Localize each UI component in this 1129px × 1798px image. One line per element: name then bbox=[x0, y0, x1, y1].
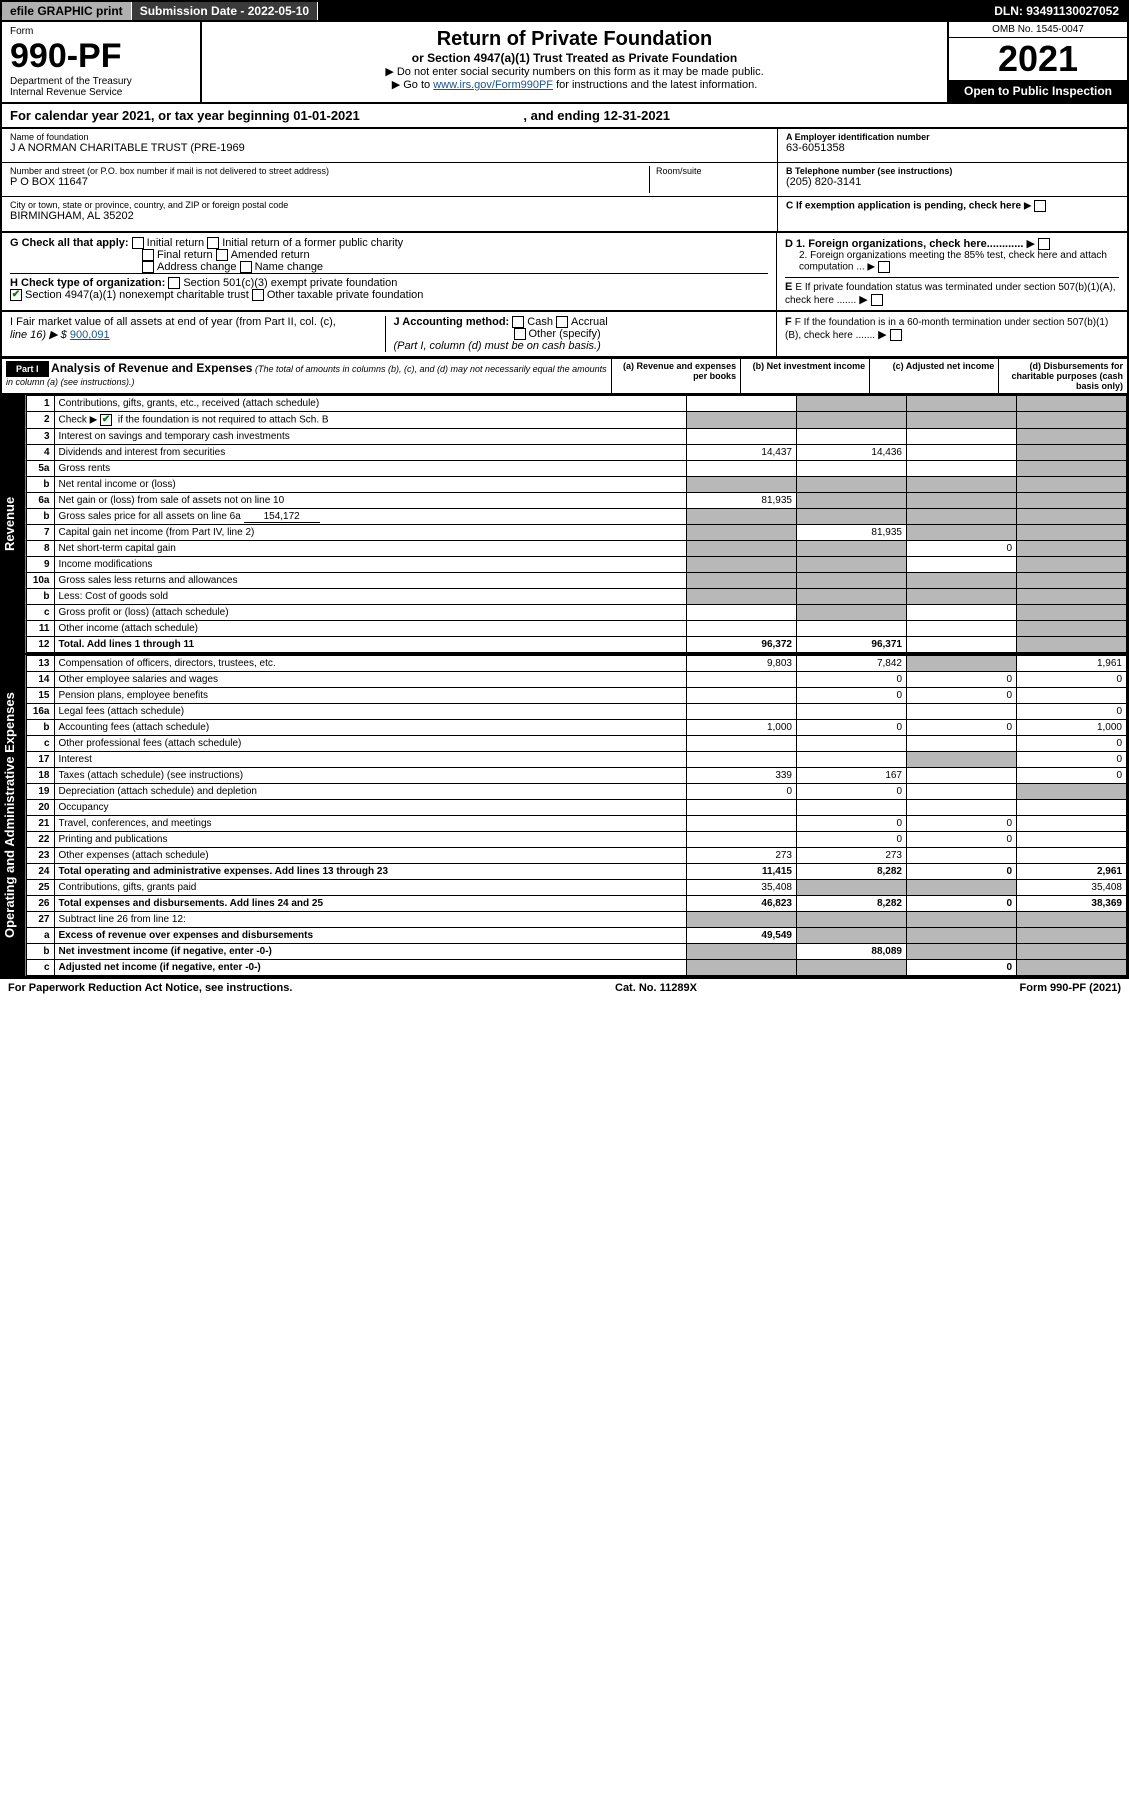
city-row: City or town, state or province, country… bbox=[2, 197, 777, 231]
c-row: C If exemption application is pending, c… bbox=[778, 197, 1127, 231]
cat-no: Cat. No. 11289X bbox=[615, 982, 697, 994]
efile-label: efile GRAPHIC print bbox=[2, 2, 132, 20]
e-row: E E If private foundation status was ter… bbox=[785, 277, 1119, 306]
header-right: OMB No. 1545-0047 2021 Open to Public In… bbox=[947, 22, 1127, 102]
expenses-side-label: Operating and Administrative Expenses bbox=[2, 655, 26, 976]
chk-address[interactable] bbox=[142, 261, 154, 273]
note-link: ▶ Go to www.irs.gov/Form990PF for instru… bbox=[208, 78, 941, 91]
tax-year: 2021 bbox=[949, 38, 1127, 80]
form-ref: Form 990-PF (2021) bbox=[1020, 982, 1121, 994]
chk-4947[interactable]: ✔ bbox=[10, 289, 22, 301]
ij-section: I Fair market value of all assets at end… bbox=[0, 312, 1129, 358]
checks-section: G Check all that apply: Initial return I… bbox=[0, 233, 1129, 312]
form-number: 990-PF bbox=[10, 37, 192, 76]
addr-row: Number and street (or P.O. box number if… bbox=[2, 163, 777, 197]
col-b: (b) Net investment income bbox=[741, 359, 870, 395]
d1-row: D 1. Foreign organizations, check here..… bbox=[785, 237, 1119, 250]
chk-f[interactable] bbox=[890, 329, 902, 341]
irs-link[interactable]: www.irs.gov/Form990PF bbox=[433, 79, 553, 91]
chk-cash[interactable] bbox=[512, 316, 524, 328]
g-row: G Check all that apply: Initial return I… bbox=[10, 237, 768, 249]
h-row: H Check type of organization: Section 50… bbox=[10, 273, 768, 289]
chk-amended[interactable] bbox=[216, 249, 228, 261]
header-mid: Return of Private Foundation or Section … bbox=[202, 22, 947, 102]
footer: For Paperwork Reduction Act Notice, see … bbox=[0, 978, 1129, 997]
chk-schb[interactable]: ✔ bbox=[100, 414, 112, 426]
fmv-link[interactable]: 900,091 bbox=[70, 329, 110, 341]
col-a: (a) Revenue and expenses per books bbox=[611, 359, 740, 395]
revenue-table: 1Contributions, gifts, grants, etc., rec… bbox=[26, 395, 1128, 653]
chk-501c3[interactable] bbox=[168, 277, 180, 289]
chk-e[interactable] bbox=[871, 294, 883, 306]
note-ssn: ▶ Do not enter social security numbers o… bbox=[208, 65, 941, 78]
col-d: (d) Disbursements for charitable purpose… bbox=[999, 359, 1128, 395]
dept: Department of the Treasury bbox=[10, 76, 192, 87]
chk-other-acct[interactable] bbox=[514, 328, 526, 340]
tel-row: B Telephone number (see instructions) (2… bbox=[778, 163, 1127, 197]
irs: Internal Revenue Service bbox=[10, 87, 192, 98]
revenue-block: Revenue 1Contributions, gifts, grants, e… bbox=[0, 395, 1129, 655]
i-box: I Fair market value of all assets at end… bbox=[10, 316, 385, 352]
part1-badge: Part I bbox=[6, 361, 49, 377]
calendar-year-row: For calendar year 2021, or tax year begi… bbox=[0, 104, 1129, 129]
checkbox-c[interactable] bbox=[1034, 200, 1046, 212]
form-header: Form 990-PF Department of the Treasury I… bbox=[0, 22, 1129, 104]
submission-date: Submission Date - 2022-05-10 bbox=[132, 2, 318, 20]
d2-row: 2. Foreign organizations meeting the 85%… bbox=[785, 250, 1119, 273]
chk-d2[interactable] bbox=[878, 261, 890, 273]
chk-other-tax[interactable] bbox=[252, 289, 264, 301]
expenses-block: Operating and Administrative Expenses 13… bbox=[0, 655, 1129, 978]
header-left: Form 990-PF Department of the Treasury I… bbox=[2, 22, 202, 102]
dln: DLN: 93491130027052 bbox=[986, 2, 1127, 20]
chk-d1[interactable] bbox=[1038, 238, 1050, 250]
expenses-table: 13Compensation of officers, directors, t… bbox=[26, 655, 1128, 976]
chk-accrual[interactable] bbox=[556, 316, 568, 328]
chk-initial-former[interactable] bbox=[207, 237, 219, 249]
form-subtitle: or Section 4947(a)(1) Trust Treated as P… bbox=[208, 51, 941, 65]
top-bar: efile GRAPHIC print Submission Date - 20… bbox=[0, 0, 1129, 22]
open-public: Open to Public Inspection bbox=[949, 80, 1127, 102]
col-c: (c) Adjusted net income bbox=[870, 359, 999, 395]
chk-name[interactable] bbox=[240, 261, 252, 273]
f-box: F F If the foundation is in a 60-month t… bbox=[777, 312, 1127, 356]
identity-box: Name of foundation J A NORMAN CHARITABLE… bbox=[0, 129, 1129, 233]
ein-row: A Employer identification number 63-6051… bbox=[778, 129, 1127, 163]
form-word: Form bbox=[10, 26, 192, 37]
paperwork-notice: For Paperwork Reduction Act Notice, see … bbox=[8, 982, 292, 994]
revenue-side-label: Revenue bbox=[2, 395, 26, 653]
part1-header-table: Part I Analysis of Revenue and Expenses … bbox=[0, 358, 1129, 395]
form-title: Return of Private Foundation bbox=[208, 28, 941, 51]
omb: OMB No. 1545-0047 bbox=[949, 22, 1127, 38]
chk-initial[interactable] bbox=[132, 237, 144, 249]
chk-final[interactable] bbox=[142, 249, 154, 261]
j-box: J Accounting method: Cash Accrual Other … bbox=[385, 316, 769, 352]
name-row: Name of foundation J A NORMAN CHARITABLE… bbox=[2, 129, 777, 163]
